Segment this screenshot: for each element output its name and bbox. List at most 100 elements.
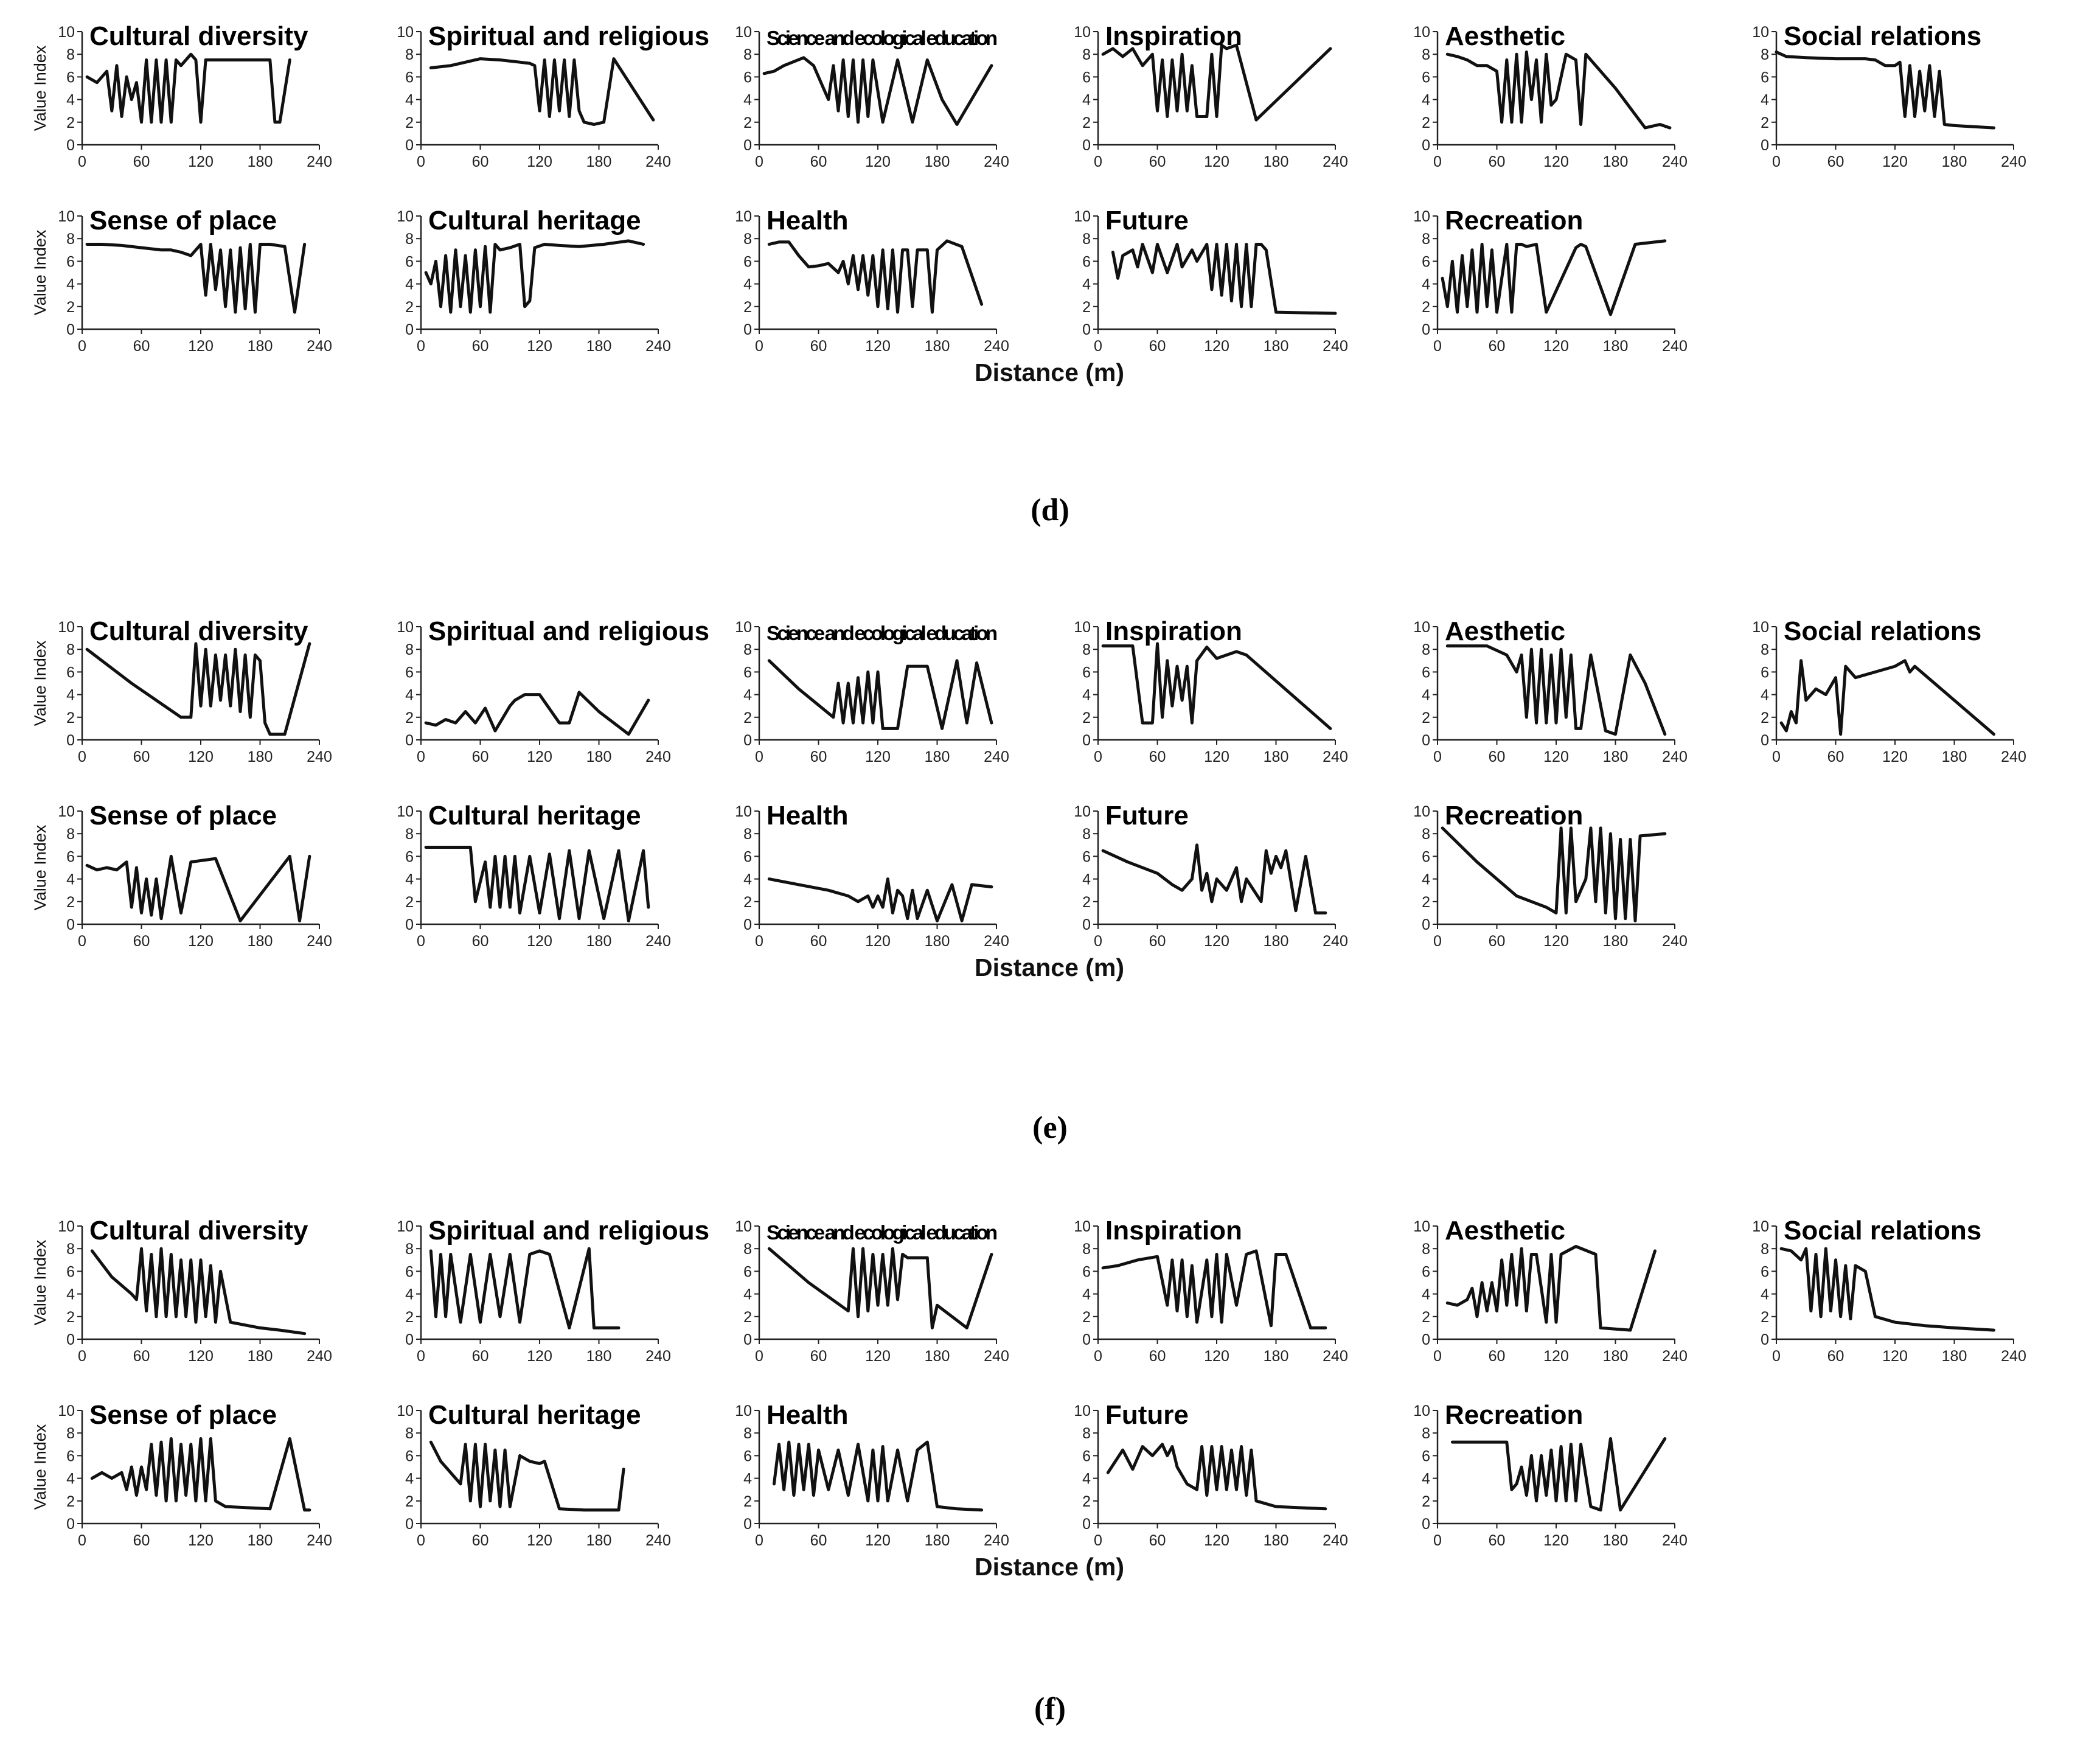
y-tick-label: 8 [405,1241,414,1258]
y-tick-label: 0 [743,321,752,338]
y-tick-label: 2 [1082,1309,1091,1326]
x-tick-label: 60 [133,338,150,355]
panel-title: Science and ecological education [767,1221,998,1244]
y-tick-label: 10 [397,208,414,225]
panel: 0 2 4 6 8 10 0 60 120 180 240 Future [1074,801,1348,950]
y-tick-label: 0 [405,137,414,154]
x-tick-label: 120 [527,1348,552,1365]
panel-title: Aesthetic [1445,1216,1565,1246]
y-tick-label: 2 [1422,894,1430,911]
x-tick-label: 240 [1323,1532,1348,1549]
y-tick-label: 0 [1761,732,1769,749]
x-tick-label: 180 [1603,1348,1629,1365]
y-tick-label: 8 [1082,1425,1091,1442]
y-tick-label: 6 [1761,664,1769,681]
x-tick-label: 120 [865,1348,891,1365]
y-tick-label: 4 [1422,1286,1430,1303]
x-tick-label: 120 [1204,153,1229,170]
x-tick-label: 120 [188,748,214,765]
y-tick-label: 0 [1422,1331,1430,1348]
x-tick-label: 0 [417,1348,425,1365]
y-tick-label: 2 [66,894,75,911]
y-tick-label: 0 [66,1331,75,1348]
x-tick-label: 180 [248,748,273,765]
panel-title: Social relations [1784,616,1981,646]
x-tick-label: 240 [1662,1532,1688,1549]
y-tick-label: 10 [735,24,752,41]
panel: 0 2 4 6 8 10 0 60 120 180 240 Inspiration [1074,21,1348,170]
x-tick-label: 180 [925,338,950,355]
panel: 0 2 4 6 8 10 0 60 120 180 240 Health [735,801,1009,950]
y-tick-label: 8 [66,46,75,63]
y-tick-label: 0 [1082,916,1091,933]
panel-title: Sense of place [89,801,277,831]
x-tick-label: 240 [645,338,671,355]
panel-title: Future [1105,1400,1189,1430]
x-tick-label: 60 [472,1532,489,1549]
x-tick-label: 120 [865,748,891,765]
y-tick-label: 2 [1082,299,1091,316]
y-tick-label: 6 [66,69,75,86]
x-tick-label: 0 [78,1532,86,1549]
panel: 0 2 4 6 8 10 0 60 120 180 240 Science and ecologica… [735,1218,1009,1365]
y-tick-label: 8 [1422,826,1430,843]
y-tick-label: 8 [66,1425,75,1442]
y-tick-label: 2 [66,299,75,316]
y-tick-label: 2 [1422,299,1430,316]
x-tick-label: 0 [1433,338,1442,355]
y-axis-label: Value Index [31,640,49,726]
y-tick-label: 4 [743,871,752,888]
panel-title: Recreation [1445,206,1583,235]
panel-title: Recreation [1445,801,1583,831]
x-tick-label: 180 [1264,1348,1289,1365]
x-tick-label: 240 [1662,1348,1688,1365]
x-tick-label: 60 [472,933,489,950]
x-tick-label: 240 [2001,1348,2026,1365]
y-tick-label: 4 [405,1286,414,1303]
y-tick-label: 0 [1082,1516,1091,1533]
x-tick-label: 240 [1662,748,1688,765]
x-tick-label: 0 [417,748,425,765]
y-tick-label: 10 [735,1218,752,1235]
y-tick-label: 10 [58,24,75,41]
y-tick-label: 6 [743,1263,752,1280]
y-tick-label: 8 [1422,1241,1430,1258]
y-tick-label: 6 [1422,664,1430,681]
x-tick-label: 0 [417,1532,425,1549]
panel: 0 2 4 6 8 10 0 60 120 180 240 Value Index Sense of p… [31,801,332,950]
x-tick-label: 60 [810,748,827,765]
y-tick-label: 4 [1422,687,1430,704]
x-tick-label: 240 [645,1348,671,1365]
x-tick-label: 240 [984,1532,1009,1549]
y-tick-label: 2 [1761,709,1769,726]
y-tick-label: 6 [66,253,75,270]
x-tick-label: 180 [248,338,273,355]
y-tick-label: 8 [743,46,752,63]
series-line [85,854,311,922]
x-tick-label: 60 [1149,748,1166,765]
y-tick-label: 2 [1422,1493,1430,1510]
x-tick-label: 120 [1882,153,1908,170]
y-tick-label: 10 [1413,1402,1430,1420]
y-tick-label: 0 [405,321,414,338]
y-tick-label: 8 [405,1425,414,1442]
x-tick-label: 180 [248,933,273,950]
y-tick-label: 4 [1422,276,1430,293]
y-tick-label: 6 [1082,1263,1091,1280]
x-tick-label: 0 [755,153,763,170]
x-tick-label: 120 [527,748,552,765]
y-tick-label: 10 [1413,24,1430,41]
y-tick-label: 4 [66,1286,75,1303]
y-tick-label: 8 [66,231,75,248]
x-tick-label: 120 [865,153,891,170]
x-tick-label: 0 [417,153,425,170]
series-line [85,642,311,736]
series-line [1445,644,1667,736]
x-tick-label: 60 [1149,153,1166,170]
x-tick-label: 180 [925,153,950,170]
x-tick-label: 240 [1323,338,1348,355]
panel: 0 2 4 6 8 10 0 60 120 180 240 Aesthetic [1413,616,1688,765]
series-line [1779,1247,1995,1332]
x-tick-label: 240 [984,748,1009,765]
x-tick-label: 0 [417,933,425,950]
